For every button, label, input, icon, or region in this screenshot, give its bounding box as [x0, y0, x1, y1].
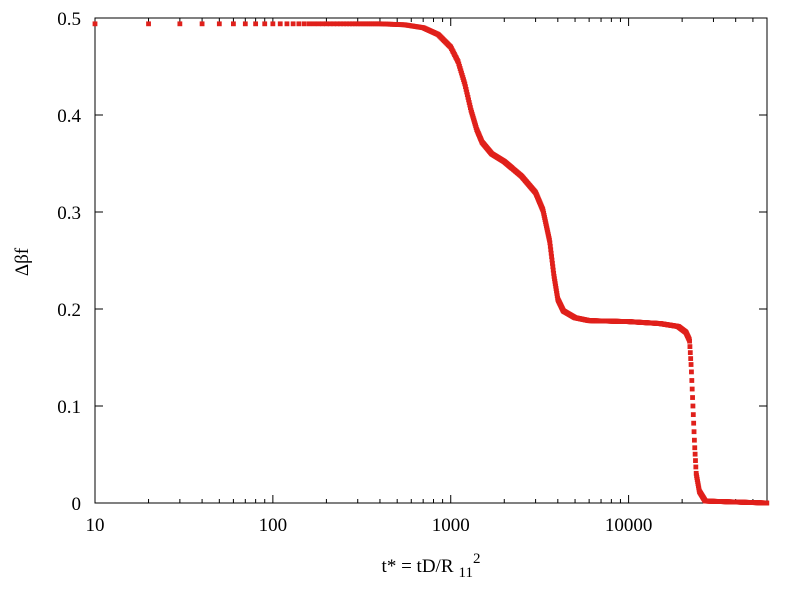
data-point [311, 21, 317, 27]
data-point [331, 21, 337, 27]
data-point [547, 237, 552, 243]
data-point [231, 21, 236, 27]
data-point [550, 260, 555, 266]
x-axis-label: t* = tD/R 112 [382, 551, 481, 581]
x-tick-label: 10000 [605, 515, 653, 536]
data-point [691, 420, 697, 426]
data-point [551, 273, 557, 279]
data-point [277, 21, 283, 27]
data-point [199, 21, 205, 27]
data-point [253, 21, 259, 27]
tick-labels: 10 100 1000 10000 0 0.1 0.2 0.3 0.4 0.5 [57, 9, 652, 536]
data-points [92, 21, 770, 506]
x-tick-label: 100 [259, 515, 288, 536]
data-point [552, 281, 558, 287]
y-tick-label: 0.3 [57, 203, 81, 224]
data-point [270, 21, 276, 27]
y-tick-label: 0.4 [57, 106, 81, 127]
data-point [216, 21, 222, 27]
data-point [467, 105, 473, 111]
data-point [552, 278, 558, 284]
x-axis-label-superscript: 2 [473, 551, 481, 567]
data-point [463, 86, 469, 92]
data-point [464, 92, 470, 98]
data-point [92, 21, 98, 27]
data-point [553, 286, 559, 291]
data-point [464, 89, 470, 95]
data-point [550, 267, 556, 273]
data-point [691, 429, 697, 435]
data-point [341, 21, 347, 27]
data-point [689, 378, 695, 383]
data-point [693, 458, 698, 463]
data-point [549, 257, 555, 263]
data-point [687, 344, 693, 350]
data-point [296, 21, 302, 27]
data-point [548, 250, 554, 256]
y-tick-label: 0.1 [57, 397, 81, 418]
data-point [347, 21, 352, 27]
data-point [466, 97, 471, 103]
data-point [693, 464, 699, 470]
y-tick-label: 0.5 [57, 9, 81, 30]
data-point [284, 21, 290, 27]
data-point [689, 386, 695, 392]
data-point [338, 21, 343, 27]
data-point [548, 247, 554, 253]
data-point [688, 362, 694, 367]
y-axis-label: Δβf [12, 247, 33, 276]
data-point [324, 21, 329, 27]
data-point [242, 21, 248, 27]
data-point [549, 254, 554, 260]
data-point [467, 102, 473, 108]
data-point [355, 21, 361, 27]
data-point [462, 81, 468, 87]
x-axis-label-main: t* = tD/R [382, 556, 454, 577]
x-axis-label-subscript: 11 [459, 565, 473, 581]
data-point [692, 445, 698, 451]
data-point [764, 500, 770, 506]
data-point [301, 21, 307, 27]
plot-frame [94, 17, 768, 504]
data-point [320, 21, 325, 27]
data-point [334, 21, 340, 27]
data-point [465, 94, 471, 100]
data-point [352, 21, 358, 27]
y-tick-label: 0.2 [57, 300, 81, 321]
data-point [551, 270, 557, 276]
data-point [306, 21, 312, 27]
data-point [547, 240, 553, 246]
data-point [146, 21, 151, 27]
data-point [552, 276, 557, 282]
data-point [466, 100, 472, 105]
y-tick-label: 0 [72, 494, 82, 515]
data-point [547, 243, 553, 249]
data-point [550, 264, 556, 270]
data-point [689, 369, 694, 375]
data-point [315, 21, 321, 27]
data-point [290, 21, 296, 27]
data-point [463, 84, 468, 90]
data-point [690, 395, 695, 400]
data-point [692, 451, 698, 457]
data-point [262, 21, 268, 27]
data-point [177, 21, 183, 27]
data-point [690, 412, 696, 418]
data-point [553, 283, 559, 289]
ticks [94, 17, 768, 504]
x-tick-label: 1000 [432, 515, 470, 536]
data-point [357, 21, 363, 27]
data-point [344, 21, 350, 27]
data-point [349, 21, 355, 27]
data-point [691, 437, 697, 443]
data-point [688, 356, 694, 361]
data-point [327, 21, 333, 27]
data-point [690, 403, 696, 409]
x-tick-label: 10 [86, 515, 105, 536]
data-point [687, 350, 693, 356]
data-point [687, 338, 692, 344]
